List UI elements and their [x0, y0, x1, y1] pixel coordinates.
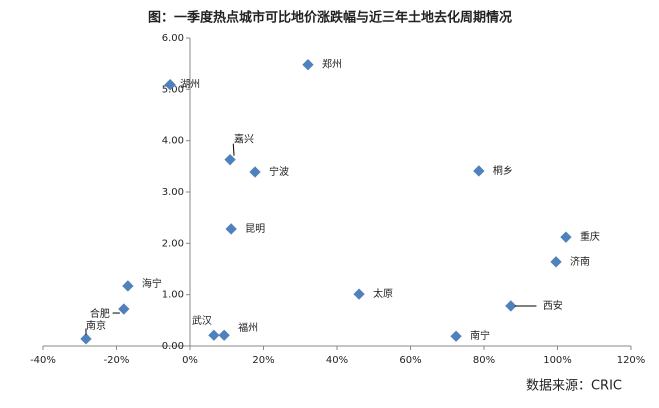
point-label: 南宁 — [470, 329, 490, 342]
leader-line — [232, 143, 235, 156]
y-tick-label: 1.00 — [162, 290, 184, 301]
data-point — [118, 303, 130, 315]
data-point — [353, 288, 365, 300]
source-note: 数据来源：CRIC — [526, 379, 622, 394]
point-label: 桐乡 — [493, 164, 513, 177]
x-tick-label: 80% — [473, 355, 495, 366]
point-label: 济南 — [570, 255, 590, 268]
y-tick-label: 0.00 — [162, 341, 184, 352]
x-tick-label: 20% — [252, 355, 274, 366]
point-label: 西安 — [543, 299, 563, 312]
point-label: 宁波 — [269, 165, 289, 178]
data-point — [249, 166, 261, 178]
data-point — [80, 333, 92, 345]
x-tick-label: 0% — [182, 355, 198, 366]
data-point — [473, 165, 485, 177]
y-tick-label: 2.00 — [162, 238, 184, 249]
point-label: 海宁 — [142, 277, 162, 290]
point-label: 昆明 — [245, 223, 265, 235]
point-label: 合肥 — [90, 307, 110, 320]
y-tick-label: 5.00 — [162, 84, 184, 95]
data-point — [550, 256, 562, 268]
chart-title: 图：一季度热点城市可比地价涨跌幅与近三年土地去化周期情况 — [148, 10, 512, 26]
point-label: 重庆 — [580, 230, 600, 243]
x-tick-label: 40% — [326, 355, 348, 366]
y-tick-label: 4.00 — [162, 136, 184, 147]
point-label: 武汉 — [192, 314, 212, 327]
y-tick-label: 6.00 — [162, 33, 184, 44]
point-label: 福州 — [238, 321, 258, 334]
point-label: 太原 — [373, 287, 393, 300]
data-point — [218, 329, 230, 341]
data-point — [450, 330, 462, 342]
point-label: 湖州 — [180, 79, 200, 91]
point-label: 郑州 — [322, 58, 342, 71]
data-point — [208, 329, 220, 341]
point-label: 南京 — [86, 319, 106, 332]
data-point — [224, 154, 236, 166]
data-point — [302, 59, 314, 71]
data-point — [560, 231, 572, 243]
data-point — [122, 280, 134, 292]
x-tick-label: 120% — [617, 355, 646, 366]
data-point — [225, 223, 237, 235]
x-tick-label: -20% — [104, 355, 130, 366]
x-tick-label: 60% — [399, 355, 421, 366]
point-label: 嘉兴 — [234, 133, 254, 146]
y-tick-label: 3.00 — [162, 187, 184, 198]
data-point — [505, 300, 517, 312]
x-tick-label: -40% — [30, 355, 56, 366]
x-tick-label: 100% — [543, 355, 572, 366]
